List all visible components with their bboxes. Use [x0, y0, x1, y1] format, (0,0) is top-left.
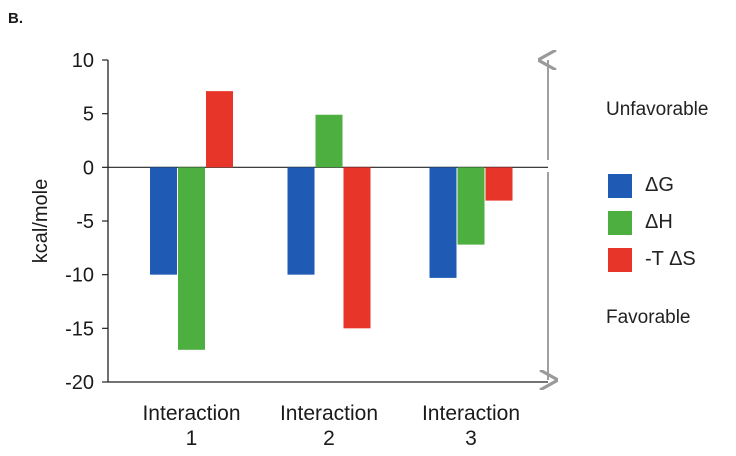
x-tick-label: 2	[323, 427, 335, 450]
y-tick-label: -15	[65, 318, 94, 340]
legend-label-tds: -T ΔS	[645, 248, 696, 270]
y-tick-label: -10	[65, 265, 94, 287]
bar-2-series-3	[343, 167, 371, 329]
legend: ΔG ΔH -T ΔS	[608, 167, 696, 278]
x-tick-label: Interaction	[422, 402, 520, 425]
panel-label: B.	[8, 10, 23, 27]
y-tick-label: -5	[76, 211, 94, 233]
favorable-label: Favorable	[606, 307, 691, 328]
bar-2-series-2	[315, 114, 343, 168]
y-axis-label: kcal/mole	[30, 179, 52, 263]
x-tick-label: Interaction	[142, 402, 240, 425]
bar-3-series-3	[485, 167, 513, 201]
x-tick-label: Interaction	[280, 402, 378, 425]
legend-swatch-dh	[608, 210, 632, 235]
legend-label-dg: ΔG	[645, 174, 674, 196]
x-tick-label: 1	[186, 427, 198, 450]
y-tick-label: 0	[83, 157, 94, 179]
x-tick-label: 3	[465, 427, 477, 450]
legend-item-dg: ΔG	[608, 167, 696, 204]
y-tick-label: -20	[65, 372, 94, 394]
legend-item-tds: -T ΔS	[608, 241, 696, 278]
legend-label-dh: ΔH	[645, 211, 673, 233]
y-tick-label: 5	[83, 104, 94, 126]
legend-swatch-dg	[608, 173, 632, 198]
bar-1-series-3	[206, 91, 233, 168]
legend-swatch-tds	[608, 247, 632, 272]
bar-3-series-2	[457, 167, 485, 245]
bar-3-series-1	[429, 167, 457, 278]
bar-2-series-1	[287, 167, 315, 275]
y-tick-label: 10	[72, 50, 94, 72]
bar-1-series-2	[178, 167, 205, 350]
unfavorable-label: Unfavorable	[606, 99, 709, 120]
bar-1-series-1	[150, 167, 177, 275]
legend-item-dh: ΔH	[608, 204, 696, 241]
